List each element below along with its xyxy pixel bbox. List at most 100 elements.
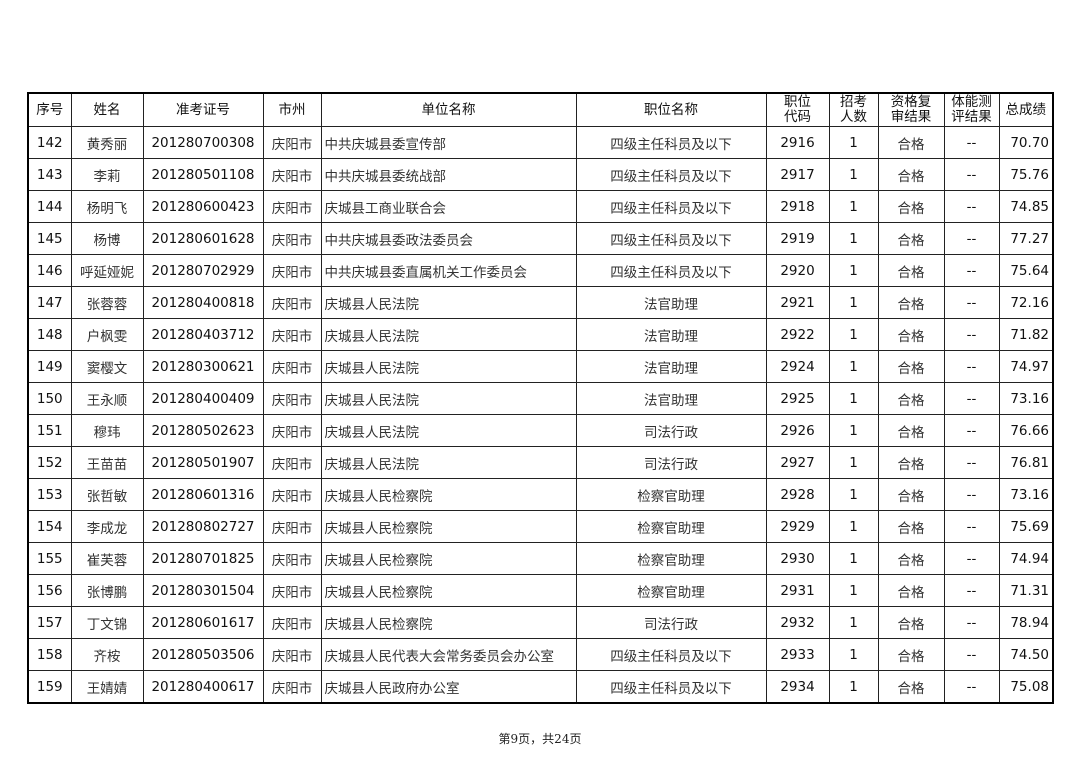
header-position-code: 职位 代码 — [765, 92, 830, 127]
cell-fitness-result: -- — [943, 606, 1000, 639]
header-review-result: 资格复 审结果 — [877, 92, 945, 127]
cell-seq: 156 — [27, 574, 72, 607]
cell-city: 庆阳市 — [262, 414, 322, 447]
cell-position-code: 2926 — [765, 414, 830, 447]
cell-fitness-result: -- — [943, 478, 1000, 511]
table-row: 156 张博鹏 201280301504 庆阳市 庆城县人民检察院 检察官助理 2931 1 合… — [27, 574, 1054, 607]
cell-position: 四级主任科员及以下 — [575, 190, 767, 223]
cell-name: 张博鹏 — [70, 574, 144, 607]
cell-unit: 庆城县人民检察院 — [320, 574, 577, 607]
cell-position-code: 2934 — [765, 670, 830, 704]
cell-exam-id: 201280601628 — [142, 222, 264, 255]
cell-city: 庆阳市 — [262, 286, 322, 319]
cell-exam-id: 201280400818 — [142, 286, 264, 319]
cell-position: 司法行政 — [575, 414, 767, 447]
header-quota: 招考 人数 — [828, 92, 879, 127]
cell-city: 庆阳市 — [262, 190, 322, 223]
cell-position-code: 2919 — [765, 222, 830, 255]
cell-city: 庆阳市 — [262, 574, 322, 607]
table-row: 154 李成龙 201280802727 庆阳市 庆城县人民检察院 检察官助理 2929 1 合… — [27, 510, 1054, 543]
cell-name: 齐桉 — [70, 638, 144, 671]
cell-unit: 庆城县人民法院 — [320, 446, 577, 479]
cell-position-code: 2922 — [765, 318, 830, 351]
header-position: 职位名称 — [575, 92, 767, 127]
cell-review-result: 合格 — [877, 350, 945, 383]
header-name: 姓名 — [70, 92, 144, 127]
cell-name: 杨博 — [70, 222, 144, 255]
header-exam-id: 准考证号 — [142, 92, 264, 127]
cell-exam-id: 201280802727 — [142, 510, 264, 543]
cell-name: 户枫雯 — [70, 318, 144, 351]
cell-fitness-result: -- — [943, 318, 1000, 351]
cell-name: 丁文锦 — [70, 606, 144, 639]
cell-name: 张蓉蓉 — [70, 286, 144, 319]
cell-total-score: 75.08 — [998, 670, 1054, 704]
cell-total-score: 73.16 — [998, 382, 1054, 415]
cell-city: 庆阳市 — [262, 382, 322, 415]
cell-quota: 1 — [828, 670, 879, 704]
table-row: 148 户枫雯 201280403712 庆阳市 庆城县人民法院 法官助理 2922 1 合格 -… — [27, 318, 1054, 351]
cell-unit: 庆城县人民代表大会常务委员会办公室 — [320, 638, 577, 671]
cell-seq: 142 — [27, 126, 72, 159]
cell-exam-id: 201280700308 — [142, 126, 264, 159]
cell-position: 法官助理 — [575, 350, 767, 383]
cell-unit: 庆城县人民检察院 — [320, 542, 577, 575]
table-row: 146 呼延娅妮 201280702929 庆阳市 中共庆城县委直属机关工作委员会 四级主… — [27, 254, 1054, 287]
table-row: 153 张哲敏 201280601316 庆阳市 庆城县人民检察院 检察官助理 2928 1 合… — [27, 478, 1054, 511]
cell-quota: 1 — [828, 158, 879, 191]
cell-name: 王永顺 — [70, 382, 144, 415]
cell-name: 呼延娅妮 — [70, 254, 144, 287]
cell-quota: 1 — [828, 542, 879, 575]
cell-name: 杨明飞 — [70, 190, 144, 223]
cell-seq: 158 — [27, 638, 72, 671]
cell-position: 四级主任科员及以下 — [575, 126, 767, 159]
page-footer: 第9页，共24页 — [498, 732, 582, 746]
cell-fitness-result: -- — [943, 542, 1000, 575]
cell-unit: 中共庆城县委政法委员会 — [320, 222, 577, 255]
cell-review-result: 合格 — [877, 414, 945, 447]
cell-total-score: 73.16 — [998, 478, 1054, 511]
cell-position: 检察官助理 — [575, 478, 767, 511]
cell-total-score: 74.94 — [998, 542, 1054, 575]
cell-review-result: 合格 — [877, 254, 945, 287]
cell-unit: 庆城县人民法院 — [320, 382, 577, 415]
cell-fitness-result: -- — [943, 638, 1000, 671]
cell-total-score: 70.70 — [998, 126, 1054, 159]
cell-seq: 152 — [27, 446, 72, 479]
cell-fitness-result: -- — [943, 190, 1000, 223]
cell-position-code: 2916 — [765, 126, 830, 159]
cell-position-code: 2927 — [765, 446, 830, 479]
results-table: 序号 姓名 准考证号 市州 单位名称 职位名称 职位 代码 招考 人数 资格复 审结果 体能测 评… — [27, 92, 1054, 704]
cell-quota: 1 — [828, 606, 879, 639]
cell-fitness-result: -- — [943, 286, 1000, 319]
cell-unit: 庆城县人民检察院 — [320, 478, 577, 511]
cell-review-result: 合格 — [877, 382, 945, 415]
cell-unit: 庆城县工商业联合会 — [320, 190, 577, 223]
cell-total-score: 71.82 — [998, 318, 1054, 351]
cell-quota: 1 — [828, 286, 879, 319]
cell-review-result: 合格 — [877, 510, 945, 543]
table-row: 149 窦樱文 201280300621 庆阳市 庆城县人民法院 法官助理 2924 1 合格 -… — [27, 350, 1054, 383]
cell-review-result: 合格 — [877, 286, 945, 319]
header-total-score: 总成绩 — [998, 92, 1054, 127]
cell-quota: 1 — [828, 382, 879, 415]
cell-fitness-result: -- — [943, 414, 1000, 447]
cell-seq: 143 — [27, 158, 72, 191]
table-row: 151 穆玮 201280502623 庆阳市 庆城县人民法院 司法行政 2926 1 合格 --… — [27, 414, 1054, 447]
cell-seq: 151 — [27, 414, 72, 447]
cell-quota: 1 — [828, 126, 879, 159]
cell-city: 庆阳市 — [262, 446, 322, 479]
cell-position: 四级主任科员及以下 — [575, 670, 767, 704]
table-row: 152 王苗苗 201280501907 庆阳市 庆城县人民法院 司法行政 2927 1 合格 -… — [27, 446, 1054, 479]
cell-fitness-result: -- — [943, 158, 1000, 191]
cell-position-code: 2932 — [765, 606, 830, 639]
cell-position: 四级主任科员及以下 — [575, 222, 767, 255]
cell-quota: 1 — [828, 190, 879, 223]
cell-seq: 144 — [27, 190, 72, 223]
cell-position-code: 2920 — [765, 254, 830, 287]
cell-total-score: 75.76 — [998, 158, 1054, 191]
cell-review-result: 合格 — [877, 222, 945, 255]
cell-seq: 154 — [27, 510, 72, 543]
cell-fitness-result: -- — [943, 446, 1000, 479]
cell-quota: 1 — [828, 446, 879, 479]
